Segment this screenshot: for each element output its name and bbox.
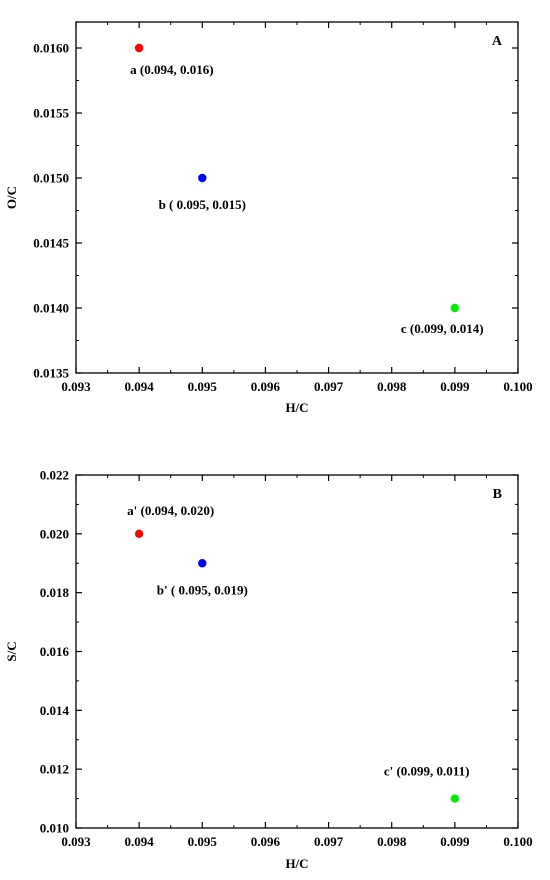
y-tick-label: 0.0135 — [33, 366, 69, 381]
y-tick-label: 0.016 — [40, 644, 70, 659]
scatter-point — [450, 794, 460, 803]
y-tick-label: 0.018 — [40, 585, 70, 600]
scatter-point — [198, 173, 207, 183]
scatter-point — [450, 303, 460, 313]
x-tick-label: 0.093 — [61, 379, 91, 394]
x-tick-label: 0.094 — [125, 379, 155, 394]
chart-panel-b: 0.093 0.094 0.095 0.096 0.097 0.098 0.099 0.100… — [4, 468, 533, 872]
point-label: b ( 0.095, 0.015) — [159, 197, 246, 212]
y-axis-title: O/C — [4, 186, 19, 209]
point-label: c' (0.099, 0.011) — [384, 764, 470, 779]
y-tick-label: 0.0140 — [33, 301, 69, 316]
panel-label: B — [493, 487, 502, 502]
y-tick-label: 0.022 — [40, 468, 69, 483]
scatter-point — [198, 559, 207, 568]
x-tick-label: 0.098 — [377, 379, 407, 394]
panel-label: A — [492, 34, 503, 49]
y-axis-title: S/C — [4, 641, 19, 661]
x-tick-label: 0.099 — [440, 834, 470, 849]
point-label: a' (0.094, 0.020) — [127, 503, 214, 518]
scatter-point — [134, 43, 144, 53]
point-label: b' ( 0.095, 0.019) — [157, 582, 248, 597]
y-tick-label: 0.020 — [40, 526, 69, 541]
y-tick-label: 0.0150 — [33, 171, 69, 186]
x-tick-label: 0.100 — [503, 379, 532, 394]
x-tick-label: 0.095 — [188, 834, 218, 849]
x-tick-label: 0.097 — [314, 379, 344, 394]
x-axis-title: H/C — [285, 856, 308, 871]
y-tick-label: 0.0155 — [33, 106, 69, 121]
y-tick-label: 0.012 — [40, 762, 69, 777]
x-tick-label: 0.098 — [377, 834, 407, 849]
x-axis-title: H/C — [285, 400, 308, 415]
scatter-point — [134, 529, 144, 539]
y-tick-label: 0.014 — [40, 703, 70, 718]
point-label: c (0.099, 0.014) — [401, 321, 484, 336]
x-tick-label: 0.097 — [314, 834, 344, 849]
point-label: a (0.094, 0.016) — [130, 62, 213, 77]
x-tick-label: 0.096 — [251, 379, 281, 394]
x-tick-label: 0.096 — [251, 834, 281, 849]
y-tick-label: 0.010 — [40, 821, 69, 836]
x-tick-label: 0.093 — [61, 834, 91, 849]
y-tick-label: 0.0145 — [33, 236, 69, 251]
x-tick-label: 0.095 — [188, 379, 218, 394]
x-tick-label: 0.100 — [503, 834, 532, 849]
x-tick-label: 0.094 — [125, 834, 155, 849]
chart-panel-a: 0.093 0.094 0.095 0.096 0.097 0.098 0.099 0.100… — [4, 21, 533, 415]
y-tick-label: 0.0160 — [33, 41, 69, 56]
x-tick-label: 0.099 — [440, 379, 470, 394]
